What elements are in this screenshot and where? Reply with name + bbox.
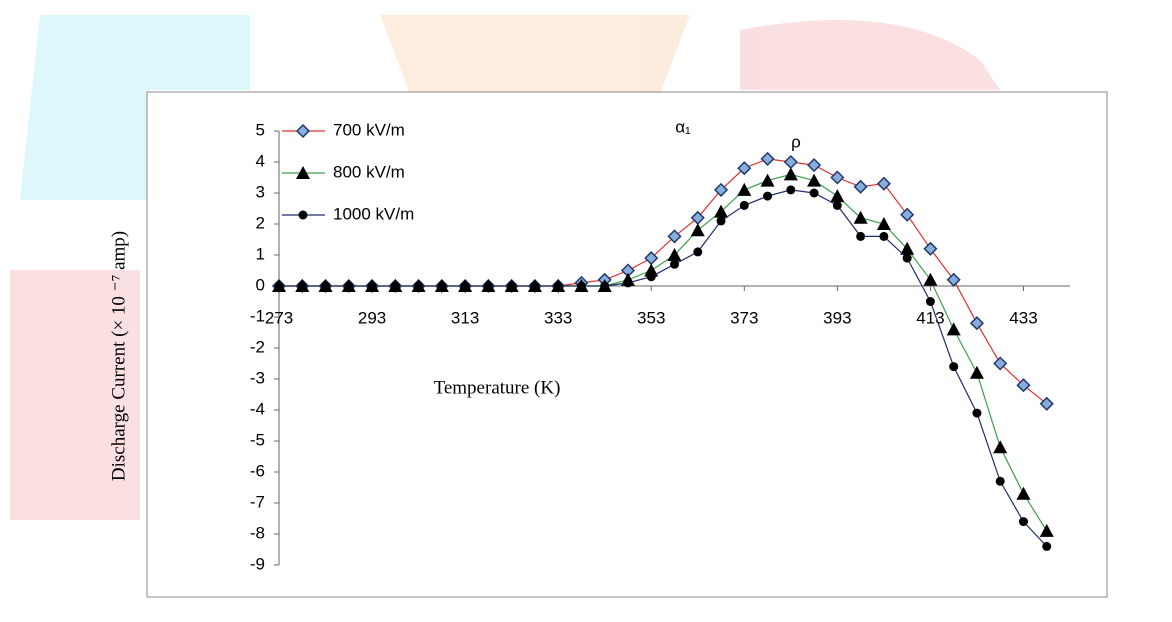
annotation: ρ (791, 132, 801, 151)
data-point (833, 201, 842, 210)
data-point (1019, 517, 1028, 526)
page: {"chart_data": {"type": "line", "y_label… (0, 0, 1172, 617)
data-point (554, 282, 563, 291)
data-point (600, 282, 609, 291)
x-tick-label: 333 (544, 308, 572, 327)
data-point (368, 282, 377, 291)
data-point (972, 409, 981, 418)
data-point (344, 282, 353, 291)
legend-marker (299, 211, 308, 220)
data-point (298, 282, 307, 291)
chart-frame (147, 92, 1107, 597)
x-tick-label: 373 (730, 308, 758, 327)
x-tick-label: 273 (265, 308, 293, 327)
legend-label: 1000 kV/m (333, 204, 414, 223)
data-point (577, 282, 586, 291)
data-point (810, 189, 819, 198)
x-axis-title: Temperature (K) (434, 377, 561, 398)
x-tick-label: 433 (1009, 308, 1037, 327)
y-tick-label: -5 (250, 430, 265, 449)
y-tick-label: -4 (250, 399, 265, 418)
data-point (623, 278, 632, 287)
y-tick-label: -6 (250, 461, 265, 480)
data-point (484, 282, 493, 291)
y-tick-label: 5 (256, 120, 265, 139)
y-tick-label: -7 (250, 492, 265, 511)
data-point (786, 185, 795, 194)
data-point (437, 282, 446, 291)
y-tick-label: -9 (250, 554, 265, 573)
data-point (740, 201, 749, 210)
x-tick-label: 313 (451, 308, 479, 327)
data-point (507, 282, 516, 291)
data-point (996, 477, 1005, 486)
legend-label: 800 kV/m (333, 162, 405, 181)
data-point (693, 247, 702, 256)
data-point (926, 297, 935, 306)
y-tick-label: -8 (250, 523, 265, 542)
data-point (647, 272, 656, 281)
data-point (903, 254, 912, 263)
data-point (1042, 542, 1051, 551)
y-tick-label: 0 (256, 275, 265, 294)
x-tick-label: 393 (823, 308, 851, 327)
data-point (275, 282, 284, 291)
annotation: α₁ (675, 117, 691, 136)
x-tick-label: 413 (916, 308, 944, 327)
y-tick-label: -1 (250, 306, 265, 325)
chart: Discharge Current (× 10 ⁻⁷ amp) Temperat… (0, 0, 1172, 617)
data-point (763, 192, 772, 201)
data-point (321, 282, 330, 291)
data-point (670, 260, 679, 269)
legend-label: 700 kV/m (333, 120, 405, 139)
data-point (391, 282, 400, 291)
y-tick-label: -3 (250, 368, 265, 387)
y-tick-label: 4 (256, 151, 265, 170)
data-point (414, 282, 423, 291)
data-point (949, 362, 958, 371)
x-tick-label: 353 (637, 308, 665, 327)
data-point (530, 282, 539, 291)
data-point (461, 282, 470, 291)
data-point (879, 232, 888, 241)
y-tick-label: -2 (250, 337, 265, 356)
y-tick-label: 1 (256, 244, 265, 263)
y-tick-label: 3 (256, 182, 265, 201)
x-tick-label: 293 (358, 308, 386, 327)
data-point (856, 232, 865, 241)
y-axis-title: Discharge Current (× 10 ⁻⁷ amp) (108, 231, 129, 481)
y-tick-label: 2 (256, 213, 265, 232)
data-point (717, 216, 726, 225)
